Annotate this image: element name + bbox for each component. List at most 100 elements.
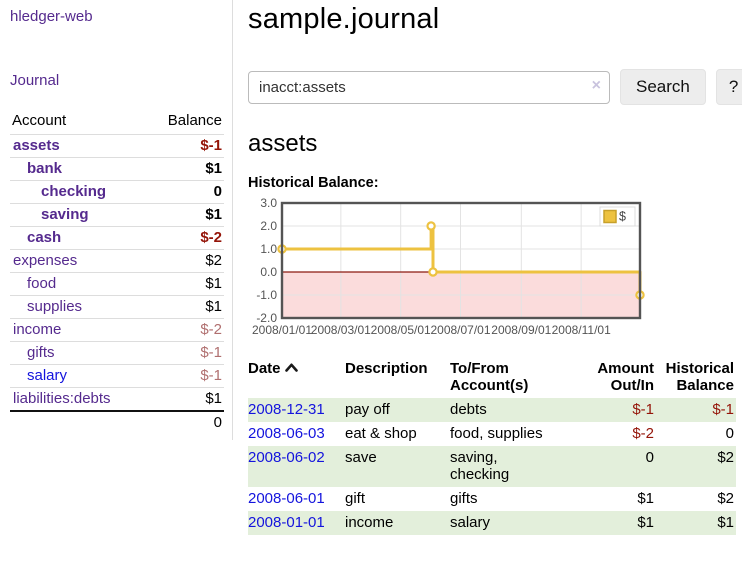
help-button[interactable]: ? xyxy=(715,69,742,105)
x-axis-tick-label: 2008/09/01 xyxy=(491,323,551,337)
transaction-balance: $-1 xyxy=(712,401,734,418)
transaction-date: 2008-06-02 xyxy=(248,446,345,487)
y-axis-tick-label: 1.0 xyxy=(260,242,277,256)
register-header-accounts: To/From Account(s) xyxy=(450,360,529,394)
register-table: Date Description To/From Account(s) Amou… xyxy=(248,358,736,535)
transaction-amount: $1 xyxy=(637,514,654,531)
account-balance: $-1 xyxy=(147,341,224,365)
y-axis-tick-label: -2.0 xyxy=(256,311,277,325)
clear-search-icon[interactable]: × xyxy=(591,76,601,94)
account-balance: 0 xyxy=(147,180,224,204)
transaction-description: eat & shop xyxy=(345,425,417,442)
accounts-header-balance: Balance xyxy=(167,112,222,129)
register-header-amount: Amount Out/In xyxy=(597,360,654,394)
account-link-food[interactable]: food xyxy=(27,275,57,292)
transaction-balance: $1 xyxy=(717,514,734,531)
transaction-date: 2008-01-01 xyxy=(248,511,345,535)
account-row: salary $-1 xyxy=(10,364,224,388)
app-title-link[interactable]: hledger-web xyxy=(10,8,93,25)
chart-title: Historical Balance: xyxy=(248,175,379,191)
account-balance: $-2 xyxy=(147,226,224,250)
account-link-salary[interactable]: salary xyxy=(27,367,68,384)
account-balance: $-1 xyxy=(147,134,224,158)
account-link-expenses[interactable]: expenses xyxy=(13,252,78,269)
transaction-date-link[interactable]: 2008-12-31 xyxy=(248,401,325,418)
legend-label: $ xyxy=(619,210,626,224)
accounts-table: Account Balance assets $-1 bank $1 checking 0… xyxy=(10,109,224,434)
transaction-balance: 0 xyxy=(725,425,734,442)
search-bar: × Search ? xyxy=(248,69,742,105)
sidebar-item-journal[interactable]: Journal xyxy=(10,72,60,89)
sidebar: hledger-web Journal Account Balance asse… xyxy=(0,0,233,440)
search-input-wrap: × xyxy=(248,70,610,104)
x-axis-tick-label: 2008/07/01 xyxy=(430,323,490,337)
account-row: bank $1 xyxy=(10,157,224,181)
legend-swatch-icon xyxy=(603,209,617,224)
accounts-header-account: Account xyxy=(12,112,67,129)
account-link-liabilities-debts[interactable]: liabilities:debts xyxy=(13,390,111,407)
account-link-saving[interactable]: saving xyxy=(41,206,89,223)
transaction-date-link[interactable]: 2008-01-01 xyxy=(248,514,325,531)
y-axis-tick-label: 3.0 xyxy=(260,198,277,210)
transaction-accounts: salary xyxy=(450,514,491,531)
transaction-date-link[interactable]: 2008-06-02 xyxy=(248,449,325,466)
transaction-date: 2008-06-01 xyxy=(248,487,345,511)
y-axis-tick-label: 2.0 xyxy=(260,219,277,233)
transaction-accounts: debts xyxy=(450,401,487,418)
transaction-date: 2008-06-03 xyxy=(248,422,345,446)
account-row: assets $-1 xyxy=(10,134,224,158)
account-link-income[interactable]: income xyxy=(13,321,62,338)
transaction-amount: $-2 xyxy=(632,425,654,442)
data-point-marker xyxy=(426,221,436,231)
account-link-assets[interactable]: assets xyxy=(13,137,60,154)
account-row: checking 0 xyxy=(10,180,224,204)
account-link-supplies[interactable]: supplies xyxy=(27,298,83,315)
transaction-balance: $2 xyxy=(717,449,734,466)
accounts-total-value: 0 xyxy=(147,410,224,434)
transaction-accounts: saving, checking xyxy=(450,449,510,483)
transaction-accounts: gifts xyxy=(450,490,478,507)
accounts-total-row: 0 xyxy=(10,410,224,434)
register-header-description: Description xyxy=(345,360,428,377)
account-row: liabilities:debts $1 xyxy=(10,387,224,411)
search-input[interactable] xyxy=(248,70,610,104)
register-header-date[interactable]: Date xyxy=(248,358,345,398)
transaction-description: save xyxy=(345,449,377,466)
chart-border xyxy=(280,201,642,320)
account-balance: $1 xyxy=(147,295,224,319)
transaction-row: 2008-06-03 eat & shop food, supplies $-2 0 xyxy=(248,422,736,446)
transaction-date: 2008-12-31 xyxy=(248,398,345,422)
transaction-description: pay off xyxy=(345,401,390,418)
balance-chart-svg: $3.0 2.0 1.0 0.0 -1.0 -2.02008/01/012008/03/0… xyxy=(252,196,645,337)
account-link-cash[interactable]: cash xyxy=(27,229,62,246)
transaction-balance: $2 xyxy=(717,490,734,507)
main-content: sample.journal × Search ? assets Histori… xyxy=(233,0,742,535)
account-link-checking[interactable]: checking xyxy=(41,183,107,200)
account-link-bank[interactable]: bank xyxy=(27,160,63,177)
account-row: saving $1 xyxy=(10,203,224,227)
transaction-date-link[interactable]: 2008-06-01 xyxy=(248,490,325,507)
transaction-row: 2008-12-31 pay off debts $-1 $-1 xyxy=(248,398,736,422)
account-balance: $1 xyxy=(147,157,224,181)
transaction-row: 2008-06-01 gift gifts $1 $2 xyxy=(248,487,736,511)
search-button[interactable]: Search xyxy=(620,69,706,105)
account-row: gifts $-1 xyxy=(10,341,224,365)
account-row: supplies $1 xyxy=(10,295,224,319)
transaction-date-link[interactable]: 2008-06-03 xyxy=(248,425,325,442)
transaction-amount: 0 xyxy=(645,449,654,466)
account-balance: $-1 xyxy=(147,364,224,388)
transaction-description: gift xyxy=(345,490,366,507)
y-axis-tick-label: 0.0 xyxy=(260,265,277,279)
account-balance: $1 xyxy=(147,387,224,411)
app-root: hledger-web Journal Account Balance asse… xyxy=(0,0,742,535)
x-axis-tick-label: 2008/03/01 xyxy=(311,323,371,337)
transaction-description: income xyxy=(345,514,394,531)
transaction-amount: $1 xyxy=(637,490,654,507)
data-point-marker xyxy=(428,267,438,277)
account-row: expenses $2 xyxy=(10,249,224,273)
x-axis-tick-label: 2008/11/01 xyxy=(552,323,611,337)
account-link-gifts[interactable]: gifts xyxy=(27,344,55,361)
sort-ascending-icon xyxy=(284,363,298,372)
transaction-accounts: food, supplies xyxy=(450,425,543,442)
y-axis-tick-label: -1.0 xyxy=(256,288,277,302)
